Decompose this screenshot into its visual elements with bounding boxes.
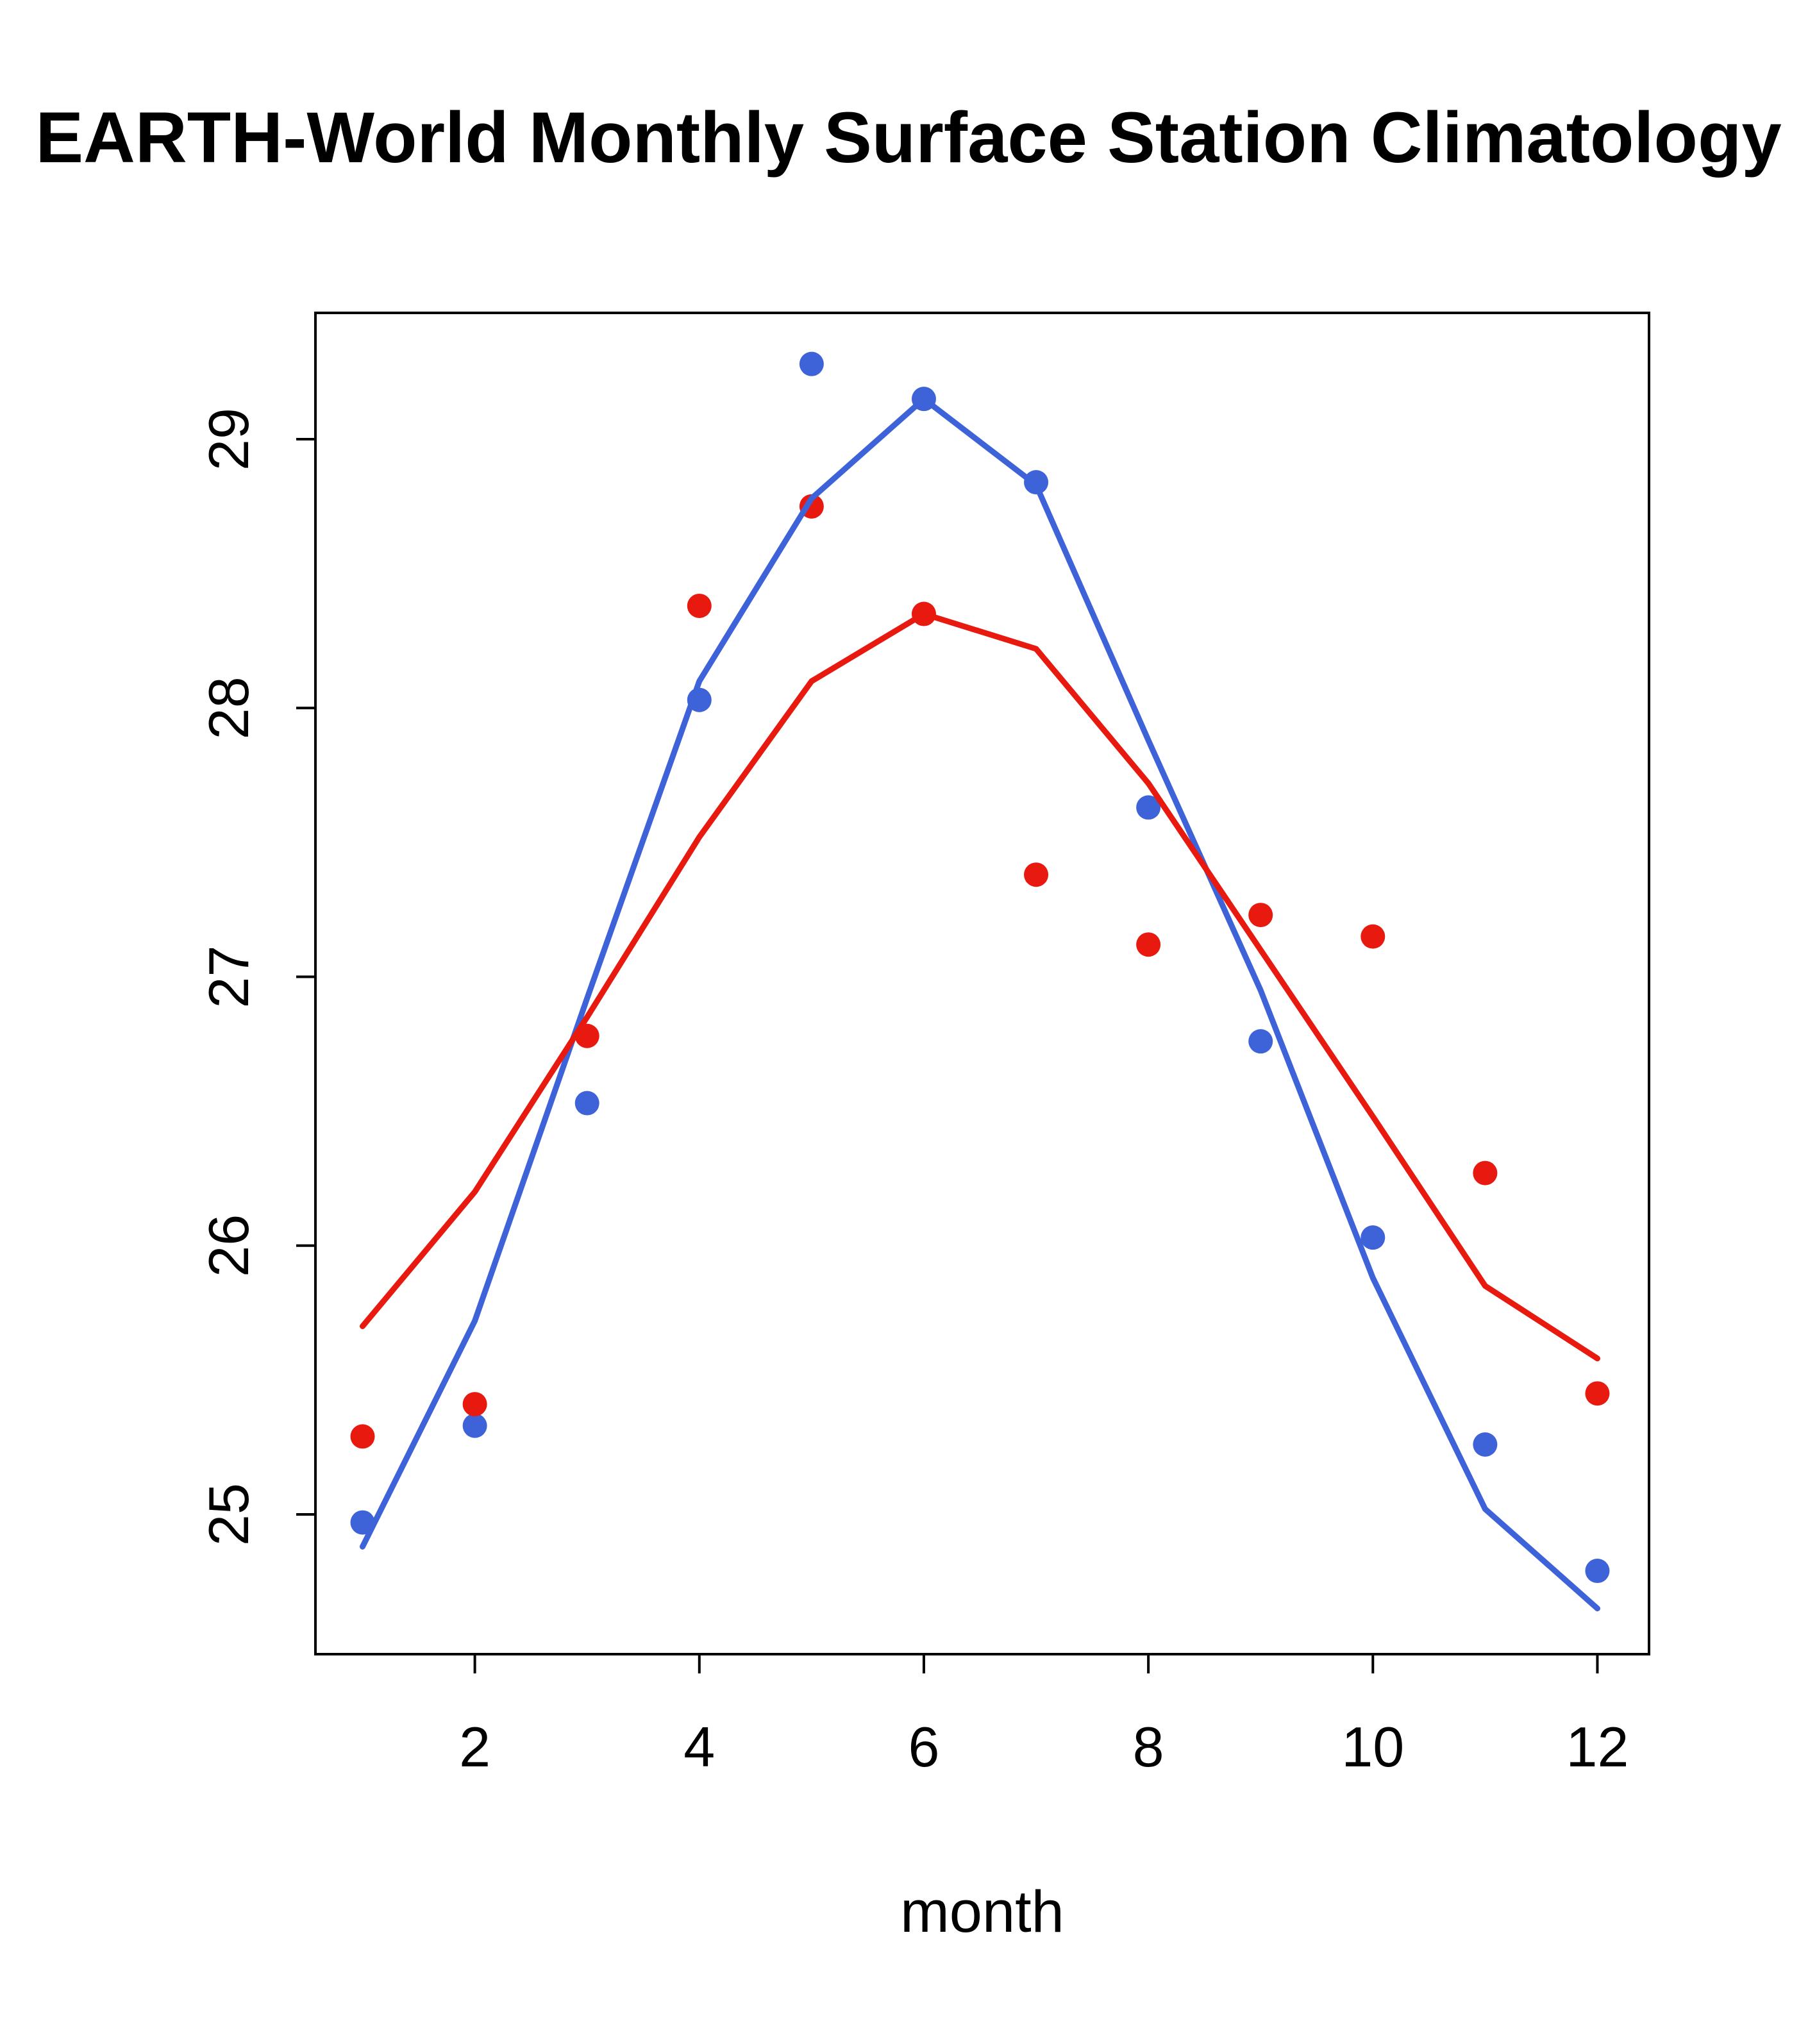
red-monthly-observations-point [1248,903,1273,928]
x-tick-label: 6 [908,1715,939,1779]
x-tick-label: 12 [1566,1715,1629,1779]
red-monthly-observations-point [1024,862,1049,887]
blue-monthly-observations-point [799,351,824,376]
blue-monthly-observations-point [462,1413,487,1438]
red-monthly-observations-point [1136,932,1161,957]
y-tick-label: 29 [197,408,260,471]
y-tick-label: 25 [197,1483,260,1546]
blue-monthly-observations-point [1473,1432,1498,1457]
red-monthly-observations-point [687,593,712,618]
red-monthly-observations-point [1473,1160,1498,1185]
x-tick-label: 4 [683,1715,715,1779]
blue-monthly-observations-point [574,1091,599,1116]
y-tick-label: 28 [197,676,260,739]
x-axis-label: month [900,1879,1064,1945]
plot-box [314,312,1650,1655]
blue-monthly-observations-point [1585,1559,1610,1584]
red-monthly-observations-point [350,1424,375,1449]
red-smoothed-fit-path [360,611,1600,1362]
red-monthly-observations-point [1361,924,1386,949]
red-monthly-observations-point [462,1392,487,1417]
x-tick-label: 2 [459,1715,490,1779]
blue-monthly-observations-point [1136,795,1161,820]
y-tick-label: 26 [197,1214,260,1277]
blue-monthly-observations-point [1361,1225,1386,1250]
blue-smoothed-fit-path [360,396,1600,1612]
blue-monthly-observations-point [1248,1029,1273,1054]
x-tick-label: 8 [1133,1715,1164,1779]
red-monthly-observations-point [1585,1381,1610,1406]
chart-title: EARTH-World Monthly Surface Station Clim… [35,97,1782,178]
x-tick-label: 10 [1341,1715,1404,1779]
y-tick-label: 27 [197,946,260,1009]
